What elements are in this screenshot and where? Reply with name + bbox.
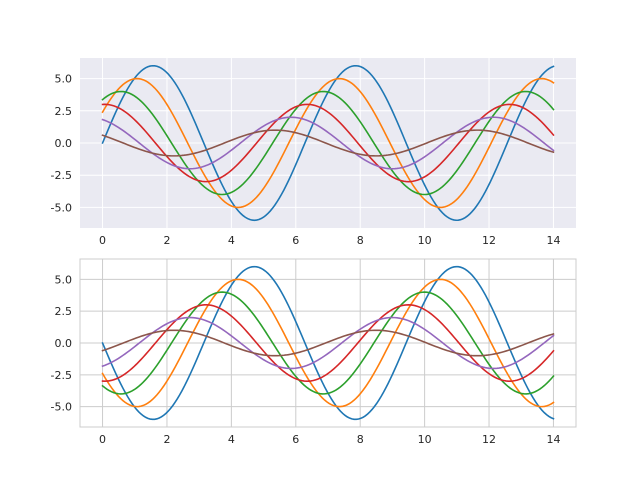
y-tick-label: 5.0 [55, 73, 73, 86]
x-tick-label: 12 [482, 234, 496, 247]
series-line-2 [101, 77, 555, 209]
x-tick-label: 8 [357, 433, 364, 446]
series-line-3 [101, 90, 555, 196]
chart-bottom: 0 2 4 6 8 10 12 14 5.0 2.5 0.0 -2.5 -5.0 [51, 258, 577, 446]
y-tick-label: 5.0 [55, 273, 73, 286]
x-tick-label: 6 [292, 234, 299, 247]
x-tick-label: 10 [418, 433, 432, 446]
series-line-3 [101, 291, 555, 395]
x-tick-label: 4 [228, 234, 235, 247]
series-line-6 [101, 129, 555, 157]
series-line-5 [101, 116, 555, 170]
y-tick-label: 0.0 [55, 137, 73, 150]
y-tick-label: -5.0 [51, 401, 72, 414]
y-tick-label: 2.5 [55, 105, 73, 118]
x-tick-label: 8 [357, 234, 364, 247]
x-tick-label: 14 [546, 433, 560, 446]
x-tick-label: 12 [482, 433, 496, 446]
series-line-5 [101, 316, 555, 370]
y-tick-label: -2.5 [51, 169, 72, 182]
y-tick-label: -5.0 [51, 201, 72, 214]
x-tick-label: 2 [163, 234, 170, 247]
x-tick-label: 0 [99, 234, 106, 247]
x-tick-label: 4 [228, 433, 235, 446]
series-line-6 [101, 329, 555, 357]
x-tick-label: 0 [99, 433, 106, 446]
x-tick-label: 6 [292, 433, 299, 446]
y-tick-label: -2.5 [51, 369, 72, 382]
chart-top: 0 2 4 6 8 10 12 14 5.0 2.5 0.0 -2.5 -5.0 [51, 58, 576, 247]
y-tick-label: 2.5 [55, 305, 73, 318]
y-tick-label: 0.0 [55, 337, 73, 350]
series-line-2 [101, 278, 555, 408]
x-tick-label: 10 [418, 234, 432, 247]
x-tick-label: 2 [163, 433, 170, 446]
x-tick-label: 14 [546, 234, 560, 247]
